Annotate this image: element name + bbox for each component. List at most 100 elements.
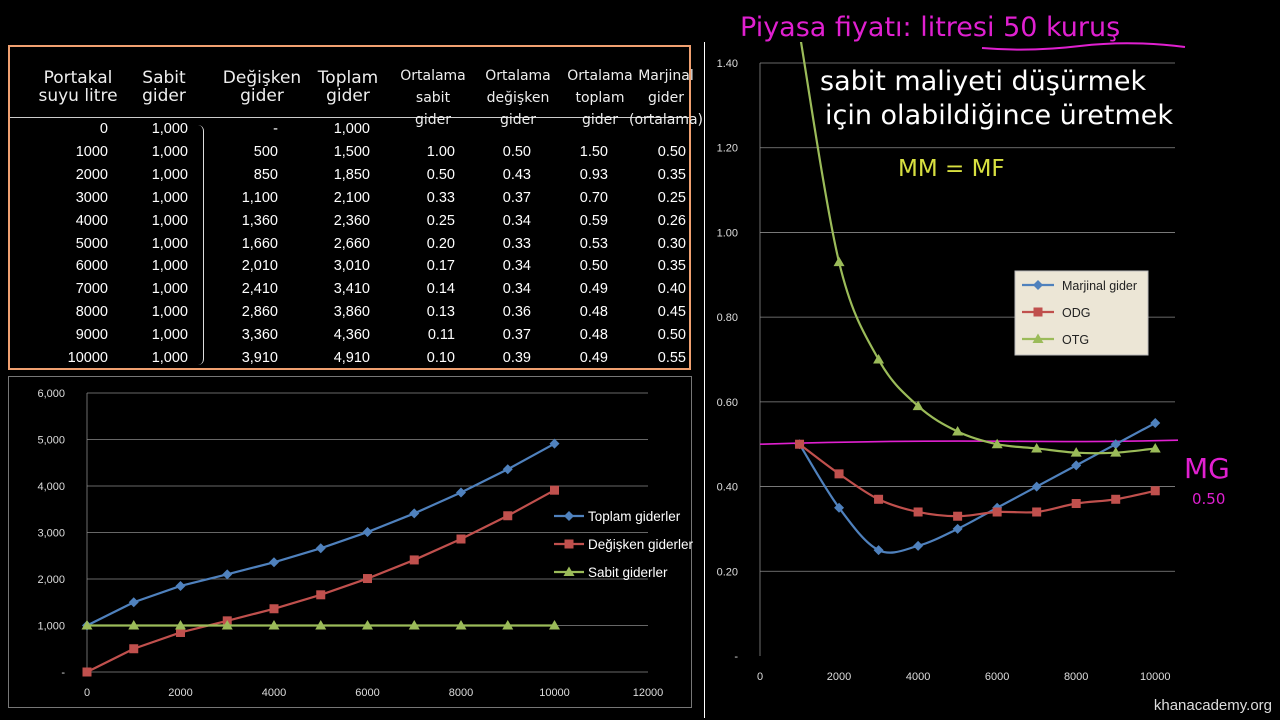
table-cell: 0.50 bbox=[657, 327, 686, 344]
table-cell: - bbox=[273, 121, 278, 137]
data-point bbox=[175, 580, 186, 591]
table-cell: 1,000 bbox=[151, 350, 188, 366]
note-line-2: için olabildiğince üretmek bbox=[825, 100, 1174, 131]
data-point bbox=[409, 555, 419, 565]
y-tick-label: 3,000 bbox=[37, 528, 65, 540]
table-header-divider bbox=[10, 117, 689, 118]
table-cell: 3,360 bbox=[241, 327, 278, 344]
data-point bbox=[795, 439, 805, 449]
y-tick-label: 1.40 bbox=[717, 58, 738, 70]
data-point bbox=[952, 426, 964, 436]
watermark: khanacademy.org bbox=[1153, 697, 1272, 714]
table-cell: 0.10 bbox=[426, 350, 455, 366]
legend-marker bbox=[1033, 280, 1043, 290]
table-cell: 0.26 bbox=[657, 212, 686, 229]
data-point bbox=[502, 464, 513, 475]
table-cell: 0.43 bbox=[502, 166, 531, 183]
x-tick-label: 8000 bbox=[1064, 671, 1088, 683]
table-cell: 0.50 bbox=[657, 143, 686, 160]
legend-label: OTG bbox=[1062, 333, 1089, 347]
market-price-annotation: Piyasa fiyatı: litresi 50 kuruş bbox=[740, 12, 1121, 43]
legend-label: ODG bbox=[1062, 306, 1090, 320]
data-point bbox=[1031, 481, 1042, 492]
table-cell: 1,000 bbox=[151, 304, 188, 321]
data-point bbox=[1110, 447, 1122, 457]
table-cell: 8000 bbox=[75, 304, 108, 321]
data-point bbox=[1031, 442, 1043, 453]
x-tick-label: 8000 bbox=[449, 687, 473, 699]
y-tick-label: 0.60 bbox=[717, 397, 738, 409]
legend-label: Sabit giderler bbox=[588, 565, 668, 580]
x-tick-label: 10000 bbox=[1140, 671, 1171, 683]
table-cell: 1,000 bbox=[151, 121, 188, 137]
table-cell: 0.20 bbox=[426, 235, 455, 252]
data-point bbox=[834, 502, 845, 513]
data-point bbox=[81, 620, 93, 630]
table-cell: 2000 bbox=[75, 166, 108, 183]
table-cell: 0.25 bbox=[657, 189, 686, 206]
x-tick-label: 12000 bbox=[633, 687, 664, 699]
data-point bbox=[175, 620, 186, 630]
data-point bbox=[128, 597, 139, 608]
table-header-7: Marjinal gider (ortalama) bbox=[629, 68, 703, 128]
legend-label: Toplam giderler bbox=[588, 509, 681, 524]
table-cell: 3,910 bbox=[241, 350, 278, 366]
table-cell: 0.93 bbox=[579, 166, 608, 183]
table-cell: 0.11 bbox=[427, 327, 455, 344]
x-tick-label: 2000 bbox=[827, 671, 851, 683]
data-point bbox=[409, 508, 420, 519]
table-cell: 0.50 bbox=[502, 143, 531, 160]
table-cell: 0.25 bbox=[426, 212, 455, 229]
table-cell: 1,500 bbox=[333, 143, 370, 160]
mg-value: 0.50 bbox=[1192, 490, 1226, 508]
table-cell: 2,100 bbox=[333, 189, 370, 206]
x-tick-label: 0 bbox=[84, 687, 90, 699]
table-cell: 0.37 bbox=[502, 327, 531, 344]
table-cell: 1.00 bbox=[426, 143, 455, 160]
y-tick-label: 0.80 bbox=[717, 312, 738, 324]
data-point bbox=[222, 569, 233, 580]
table-cell: 9000 bbox=[75, 327, 108, 344]
table-cell: 0.35 bbox=[657, 166, 686, 183]
total-cost-chart-frame bbox=[8, 376, 692, 708]
y-tick-label: 2,000 bbox=[37, 574, 65, 586]
data-point bbox=[992, 507, 1002, 517]
data-point bbox=[502, 620, 514, 630]
data-point bbox=[315, 543, 326, 554]
table-cell: 1,000 bbox=[151, 258, 188, 275]
legend-marker bbox=[1032, 333, 1044, 343]
table-cell: 1,000 bbox=[151, 327, 188, 344]
data-point bbox=[991, 438, 1003, 449]
table-cell: 0 bbox=[99, 121, 108, 137]
price-underline bbox=[981, 42, 1186, 51]
y-tick-label: 1,000 bbox=[37, 621, 65, 633]
series-line-0 bbox=[798, 422, 1156, 554]
data-point bbox=[456, 487, 466, 498]
y-tick-label: 0.20 bbox=[717, 566, 738, 578]
legend-marker bbox=[563, 566, 575, 576]
data-point bbox=[953, 511, 963, 521]
x-tick-label: 4000 bbox=[262, 687, 286, 699]
fixed-cost-brace bbox=[195, 125, 204, 365]
table-cell: 3000 bbox=[75, 189, 108, 206]
y-tick-label: 1.00 bbox=[717, 227, 738, 239]
x-tick-label: 6000 bbox=[355, 687, 379, 699]
x-tick-label: 4000 bbox=[906, 671, 930, 683]
data-point bbox=[362, 527, 373, 538]
y-tick-label: 4,000 bbox=[37, 481, 65, 493]
table-cell: 5000 bbox=[75, 235, 108, 252]
data-point bbox=[268, 620, 280, 630]
table-cell: 0.49 bbox=[579, 281, 608, 298]
table-cell: 0.39 bbox=[502, 350, 531, 366]
table-cell: 0.35 bbox=[657, 258, 686, 275]
data-point bbox=[176, 627, 185, 637]
data-point bbox=[408, 620, 420, 630]
y-tick-label: 0.40 bbox=[717, 482, 738, 494]
table-cell: 0.49 bbox=[579, 350, 608, 366]
mm-mf-annotation: MM = MF bbox=[898, 156, 1005, 182]
table-header-4: Ortalama sabit gider bbox=[400, 68, 466, 128]
data-point bbox=[129, 644, 139, 654]
table-cell: 4,910 bbox=[333, 350, 370, 366]
data-point bbox=[550, 485, 559, 495]
